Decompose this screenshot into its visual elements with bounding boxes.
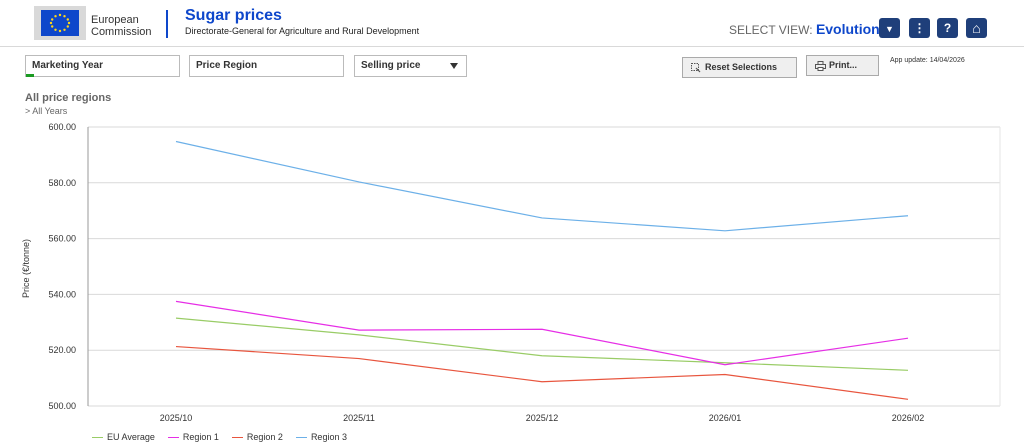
- marketing-year-progress: [26, 74, 34, 77]
- dropdown-arrow-icon: [450, 63, 458, 69]
- printer-icon: [815, 60, 826, 71]
- european-commission-logo: European Commission: [34, 6, 174, 40]
- price-region-label: Price Region: [196, 60, 258, 71]
- legend-item[interactable]: Region 2: [231, 432, 283, 442]
- y-tick-label: 500.00: [48, 401, 76, 411]
- legend-item[interactable]: Region 3: [295, 432, 347, 442]
- reset-selections-button[interactable]: Reset Selections: [682, 57, 797, 78]
- selling-price-dropdown[interactable]: Selling price: [354, 55, 467, 77]
- reset-selections-icon: [691, 62, 701, 73]
- y-tick-label: 600.00: [48, 122, 76, 132]
- series-line-region-2: [175, 345, 909, 400]
- price-region-filter[interactable]: Price Region: [189, 55, 344, 77]
- legend-label: EU Average: [107, 432, 155, 442]
- marketing-year-filter[interactable]: Marketing Year: [25, 55, 180, 77]
- select-view: SELECT VIEW: Evolution: [729, 21, 880, 37]
- chart-legend: EU Average Region 1 Region 2 Region 3: [92, 432, 360, 442]
- reset-selections-label: Reset Selections: [705, 62, 778, 72]
- logo-line2: Commission: [91, 26, 152, 38]
- y-tick-label: 520.00: [48, 345, 76, 355]
- legend-item[interactable]: EU Average: [92, 432, 155, 442]
- y-axis-label: Price (€/tonne): [21, 238, 31, 298]
- series-line-region-1: [175, 300, 909, 366]
- legend-item[interactable]: Region 1: [167, 432, 219, 442]
- legend-label: Region 2: [246, 432, 283, 442]
- print-label: Print...: [829, 60, 858, 70]
- legend-swatch: [167, 437, 179, 439]
- y-tick-label: 580.00: [48, 178, 76, 188]
- legend-label: Region 1: [182, 432, 219, 442]
- legend-swatch: [231, 437, 243, 439]
- marketing-year-label: Marketing Year: [32, 60, 103, 71]
- selling-price-label: Selling price: [361, 60, 421, 71]
- y-tick-label: 540.00: [48, 289, 76, 299]
- x-tick-label: 2025/12: [526, 413, 559, 423]
- x-tick-label: 2025/10: [160, 413, 193, 423]
- app-header: European Commission Sugar prices Directo…: [0, 0, 1024, 47]
- more-options-button[interactable]: ⋮: [909, 18, 930, 38]
- logo-text: European Commission: [91, 14, 152, 38]
- legend-swatch: [295, 437, 307, 439]
- select-view-label: SELECT VIEW:: [729, 23, 813, 37]
- sheet-title: All price regions: [25, 92, 112, 104]
- x-tick-label: 2026/02: [892, 413, 925, 423]
- series-line-eu-average: [175, 317, 909, 371]
- y-tick-label: 560.00: [48, 234, 76, 244]
- help-button[interactable]: ?: [937, 18, 958, 38]
- legend-label: Region 3: [310, 432, 347, 442]
- logo-divider: [166, 10, 168, 38]
- dropdown-triangle-icon: ▼: [885, 24, 894, 34]
- view-dropdown-button[interactable]: ▼: [879, 18, 900, 38]
- breadcrumb: > All Years: [25, 106, 68, 116]
- x-tick-label: 2025/11: [343, 413, 375, 423]
- more-options-icon: ⋮: [913, 21, 926, 35]
- series-line-region-3: [175, 140, 909, 232]
- home-button[interactable]: ⌂: [966, 18, 987, 38]
- logo-line1: European: [91, 14, 139, 26]
- app-title: Sugar prices: [185, 7, 282, 24]
- home-icon: ⌂: [972, 20, 981, 36]
- app-subtitle: Directorate-General for Agriculture and …: [185, 26, 420, 36]
- print-button[interactable]: Print...: [806, 55, 879, 76]
- eu-flag-icon: [34, 6, 86, 40]
- legend-swatch: [92, 437, 103, 439]
- select-view-value[interactable]: Evolution: [815, 21, 880, 37]
- app-update-text: App update: 14/04/2026: [890, 57, 965, 64]
- x-tick-label: 2026/01: [709, 413, 742, 423]
- help-icon: ?: [943, 21, 952, 35]
